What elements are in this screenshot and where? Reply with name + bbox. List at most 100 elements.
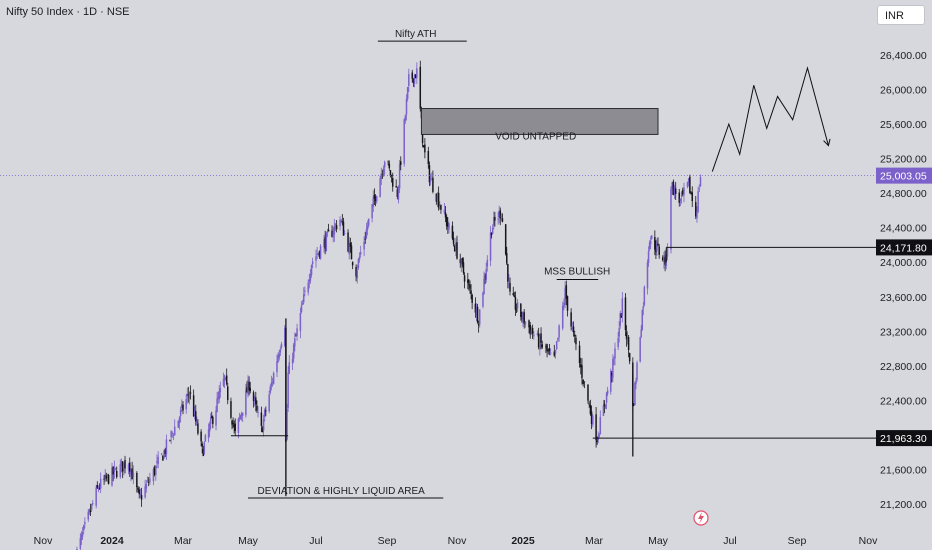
candle-73 bbox=[193, 406, 196, 420]
y-tick-label-5: 24,400.00 bbox=[880, 223, 927, 235]
candle-241 bbox=[456, 235, 458, 260]
candle-body bbox=[595, 414, 597, 441]
candle-body bbox=[413, 74, 416, 84]
candle-216 bbox=[416, 62, 418, 85]
candle-182 bbox=[363, 236, 365, 257]
candle-283 bbox=[521, 311, 523, 323]
candle-body bbox=[548, 348, 551, 351]
candle-13 bbox=[96, 481, 99, 489]
candle-body bbox=[311, 261, 314, 265]
candle-361 bbox=[643, 285, 646, 307]
candle-101 bbox=[234, 418, 236, 436]
candle-body bbox=[596, 440, 598, 443]
candle-10 bbox=[90, 503, 93, 512]
candle-189 bbox=[373, 188, 376, 206]
candle-341 bbox=[614, 342, 616, 366]
candle-233 bbox=[444, 205, 447, 223]
candle-52 bbox=[160, 453, 163, 456]
candle-body bbox=[197, 423, 199, 434]
candle-body bbox=[103, 478, 105, 480]
candle-body bbox=[188, 393, 191, 398]
candle-body bbox=[308, 279, 311, 283]
candle-260 bbox=[485, 262, 487, 283]
candle-body bbox=[506, 253, 508, 264]
candle-body bbox=[643, 286, 646, 305]
candle-22 bbox=[111, 462, 113, 487]
candle-274 bbox=[507, 263, 509, 289]
candle-body bbox=[255, 397, 257, 405]
candle-350 bbox=[627, 335, 630, 358]
x-tick-label-8: Mar bbox=[585, 535, 604, 547]
candle-364 bbox=[648, 240, 651, 252]
candle-269 bbox=[499, 207, 502, 226]
candle-body bbox=[686, 182, 689, 187]
candle-170 bbox=[342, 217, 345, 236]
candle-297 bbox=[545, 343, 547, 353]
candle-body bbox=[459, 259, 461, 263]
candle-body bbox=[271, 381, 274, 383]
candle-body bbox=[268, 394, 270, 412]
candle-279 bbox=[514, 291, 517, 317]
time-axis[interactable]: Nov 2024 Mar May Jul Sep Nov 2025 Mar May Jul Sep No… bbox=[34, 535, 878, 547]
candle-body bbox=[211, 416, 213, 418]
candle-body bbox=[112, 466, 114, 475]
candle-124 bbox=[270, 375, 273, 391]
price-axis[interactable]: 26,400.00 26,000.00 25,600.00 25,200.00 24,8… bbox=[880, 50, 927, 511]
lightning-icon bbox=[693, 510, 709, 526]
candle-body bbox=[634, 382, 636, 406]
candle-156 bbox=[319, 243, 322, 260]
candle-body bbox=[325, 233, 328, 252]
candle-55 bbox=[164, 447, 166, 458]
candle-body bbox=[674, 188, 677, 194]
candle-body bbox=[404, 115, 407, 121]
candle-212 bbox=[411, 69, 413, 83]
candle-338 bbox=[611, 370, 613, 383]
candle-body bbox=[627, 336, 630, 351]
candle-body bbox=[539, 335, 541, 350]
candle-51 bbox=[157, 451, 159, 469]
candle-body bbox=[172, 435, 175, 436]
candle-377 bbox=[670, 186, 672, 254]
candle-245 bbox=[462, 257, 465, 275]
candle-body bbox=[292, 344, 295, 359]
candle-390 bbox=[690, 191, 692, 195]
candle-body bbox=[625, 332, 628, 340]
candle-body bbox=[507, 264, 509, 282]
candle-body bbox=[270, 382, 273, 387]
candle-body bbox=[557, 337, 559, 341]
candle-138 bbox=[292, 342, 295, 363]
candle-179 bbox=[357, 257, 360, 270]
candle-275 bbox=[508, 274, 510, 289]
candle-body bbox=[164, 449, 166, 454]
candle-251 bbox=[471, 293, 473, 310]
candle-body bbox=[381, 173, 384, 175]
candle-body bbox=[655, 247, 657, 253]
candle-body bbox=[432, 177, 434, 192]
candle-body bbox=[391, 178, 394, 187]
candle-body bbox=[647, 251, 650, 263]
candle-327 bbox=[595, 406, 597, 448]
candle-body bbox=[95, 487, 97, 506]
candle-body bbox=[447, 223, 449, 227]
candle-body bbox=[582, 379, 584, 385]
candle-358 bbox=[640, 325, 642, 339]
candle-123 bbox=[269, 384, 272, 395]
candle-body bbox=[575, 337, 577, 345]
candle-177 bbox=[355, 264, 357, 282]
candle-329 bbox=[597, 431, 599, 444]
candle-98 bbox=[231, 419, 233, 430]
candle-body bbox=[587, 384, 589, 401]
candle-159 bbox=[325, 231, 328, 252]
candle-body bbox=[372, 197, 375, 208]
candle-body bbox=[119, 464, 122, 478]
candle-body bbox=[572, 326, 575, 333]
candle-body bbox=[547, 350, 550, 352]
currency-button[interactable]: INR bbox=[877, 5, 925, 25]
candle-body bbox=[696, 210, 698, 219]
candle-151 bbox=[311, 257, 314, 269]
candle-299 bbox=[547, 348, 550, 355]
candle-body bbox=[234, 423, 236, 431]
candle-body bbox=[474, 303, 477, 313]
candle-body bbox=[106, 474, 109, 477]
